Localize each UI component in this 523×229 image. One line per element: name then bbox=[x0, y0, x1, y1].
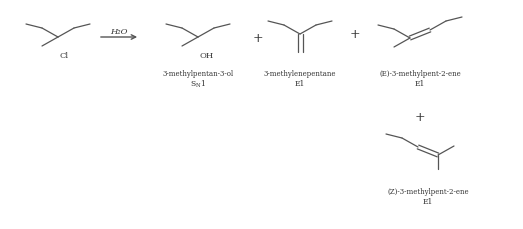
Text: E1: E1 bbox=[295, 80, 305, 88]
Text: 3-methylenepentane: 3-methylenepentane bbox=[264, 70, 336, 78]
Text: Cl: Cl bbox=[60, 52, 69, 60]
Text: H₂O: H₂O bbox=[110, 28, 128, 36]
Text: $\mathdefault{S_N1}$: $\mathdefault{S_N1}$ bbox=[190, 78, 206, 89]
Text: (E)-3-methylpent-2-ene: (E)-3-methylpent-2-ene bbox=[379, 70, 461, 78]
Text: OH: OH bbox=[200, 52, 214, 60]
Text: +: + bbox=[350, 28, 360, 41]
Text: +: + bbox=[415, 111, 425, 124]
Text: +: + bbox=[253, 31, 263, 44]
Text: (Z)-3-methylpent-2-ene: (Z)-3-methylpent-2-ene bbox=[387, 187, 469, 195]
Text: E1: E1 bbox=[415, 80, 425, 88]
Text: E1: E1 bbox=[423, 197, 433, 205]
Text: 3-methylpentan-3-ol: 3-methylpentan-3-ol bbox=[163, 70, 234, 78]
